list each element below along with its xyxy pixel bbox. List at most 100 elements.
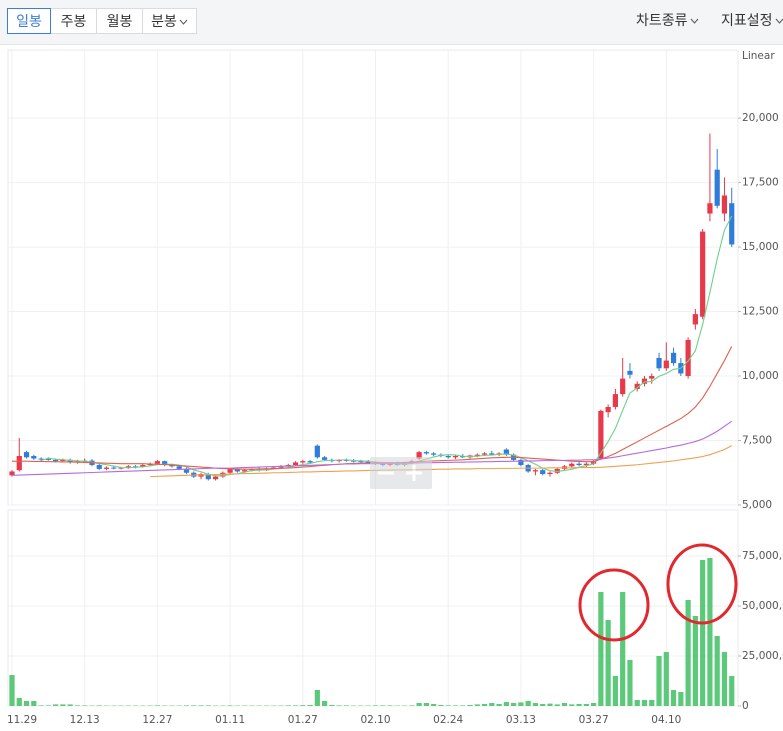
period-dropdown[interactable]: 분봉 (142, 8, 197, 34)
candle-body (489, 453, 495, 455)
volume-bar (547, 703, 553, 706)
volume-bar (700, 560, 706, 706)
volume-bar (554, 704, 560, 706)
candle-body (503, 449, 509, 455)
volume-bar (409, 705, 415, 706)
candle-body (38, 458, 44, 460)
zoom-background (370, 457, 432, 489)
x-tick-label: 11.29 (7, 714, 37, 726)
y-tick-label: 20,000 (742, 112, 779, 124)
y-tick-label: 17,500 (742, 177, 779, 189)
indicator-menu[interactable]: 지표설정 (721, 8, 783, 34)
volume-bar (285, 705, 291, 706)
toolbar: 일봉 주봉 월봉 분봉 차트종류 지표설정 (0, 0, 783, 45)
volume-bar (74, 705, 81, 706)
candle-body (67, 459, 73, 463)
candle-body (663, 360, 669, 369)
volume-bar (692, 616, 698, 706)
candle-body (9, 471, 15, 476)
candle-body (474, 454, 480, 456)
highlight-circle (578, 568, 650, 642)
y-tick-label: 7,500 (742, 435, 772, 447)
candle-body (242, 470, 248, 472)
volume-bar (591, 703, 597, 706)
period-label: 분봉 (151, 14, 177, 30)
volume-bar (16, 698, 22, 706)
volume-bar (191, 705, 197, 706)
moving-average-line (150, 445, 732, 478)
volume-bar (663, 652, 669, 706)
candle-body (103, 467, 110, 469)
volume-bar (481, 704, 488, 706)
volume-bar (227, 705, 233, 706)
candle-body (532, 470, 539, 472)
y-tick-label: 50,000,000 (742, 600, 783, 612)
x-tick-label: 03.27 (579, 714, 609, 726)
volume-bar (343, 705, 350, 706)
candle-body (518, 459, 524, 466)
candle-body (692, 314, 698, 325)
scale-label: Linear (742, 50, 775, 62)
candle-body (292, 462, 299, 466)
candle-body (700, 231, 706, 317)
volume-bar (45, 705, 51, 706)
menu-label: 지표설정 (721, 13, 773, 29)
candle-body (162, 461, 168, 466)
volume-bar (9, 675, 15, 706)
candle-body (358, 461, 364, 463)
x-tick-label: 02.24 (433, 714, 463, 726)
volume-bar (649, 700, 655, 706)
volume-bar (489, 703, 495, 706)
x-tick-label: 01.27 (288, 714, 318, 726)
candle-body (212, 476, 219, 480)
x-tick-label: 03.13 (506, 714, 536, 726)
highlight-circle (666, 543, 738, 625)
volume-bar (438, 705, 444, 706)
period-button[interactable]: 주봉 (50, 8, 97, 34)
chevron-icon (690, 18, 698, 24)
candle-body (445, 455, 451, 458)
candle-body (314, 445, 320, 458)
candle-body (140, 465, 146, 467)
volume-bar (721, 652, 728, 706)
candle-body (670, 352, 677, 364)
period-button[interactable]: 일봉 (7, 8, 51, 34)
candle-body (540, 470, 546, 475)
volume-bar (198, 705, 204, 706)
volume-bar (678, 692, 684, 706)
volume-bar (38, 705, 44, 706)
candle-body (591, 461, 597, 464)
candle-body (685, 339, 691, 377)
candle-body (45, 459, 51, 461)
candle-body (300, 461, 306, 463)
candle-body (634, 383, 640, 389)
volume-bar (620, 592, 626, 706)
candle-body (707, 203, 713, 214)
volume-bar (67, 704, 73, 706)
volume-bar (53, 704, 59, 706)
price-panel (7, 49, 739, 506)
candle-body (605, 406, 611, 413)
volume-bar (154, 705, 160, 706)
candle-body (576, 463, 582, 466)
volume-bar (423, 703, 429, 706)
volume-bar (205, 705, 211, 706)
candle-body (620, 378, 626, 395)
volume-bar (598, 592, 604, 706)
volume-bar (685, 600, 691, 706)
volume-bar (714, 636, 720, 706)
candle-body (351, 460, 357, 462)
candle-body (176, 466, 182, 469)
candle-body (96, 465, 102, 469)
candle-body (278, 466, 284, 468)
zoom-control[interactable] (370, 457, 432, 489)
volume-bar (380, 705, 386, 706)
candle-body (16, 455, 22, 471)
candle-body (583, 463, 589, 466)
chart-type-menu[interactable]: 차트종류 (636, 8, 699, 34)
candle-body (23, 452, 30, 458)
candle-body (183, 468, 190, 473)
candle-body (431, 453, 437, 455)
period-button[interactable]: 월봉 (96, 8, 143, 34)
volume-bar (23, 701, 30, 706)
